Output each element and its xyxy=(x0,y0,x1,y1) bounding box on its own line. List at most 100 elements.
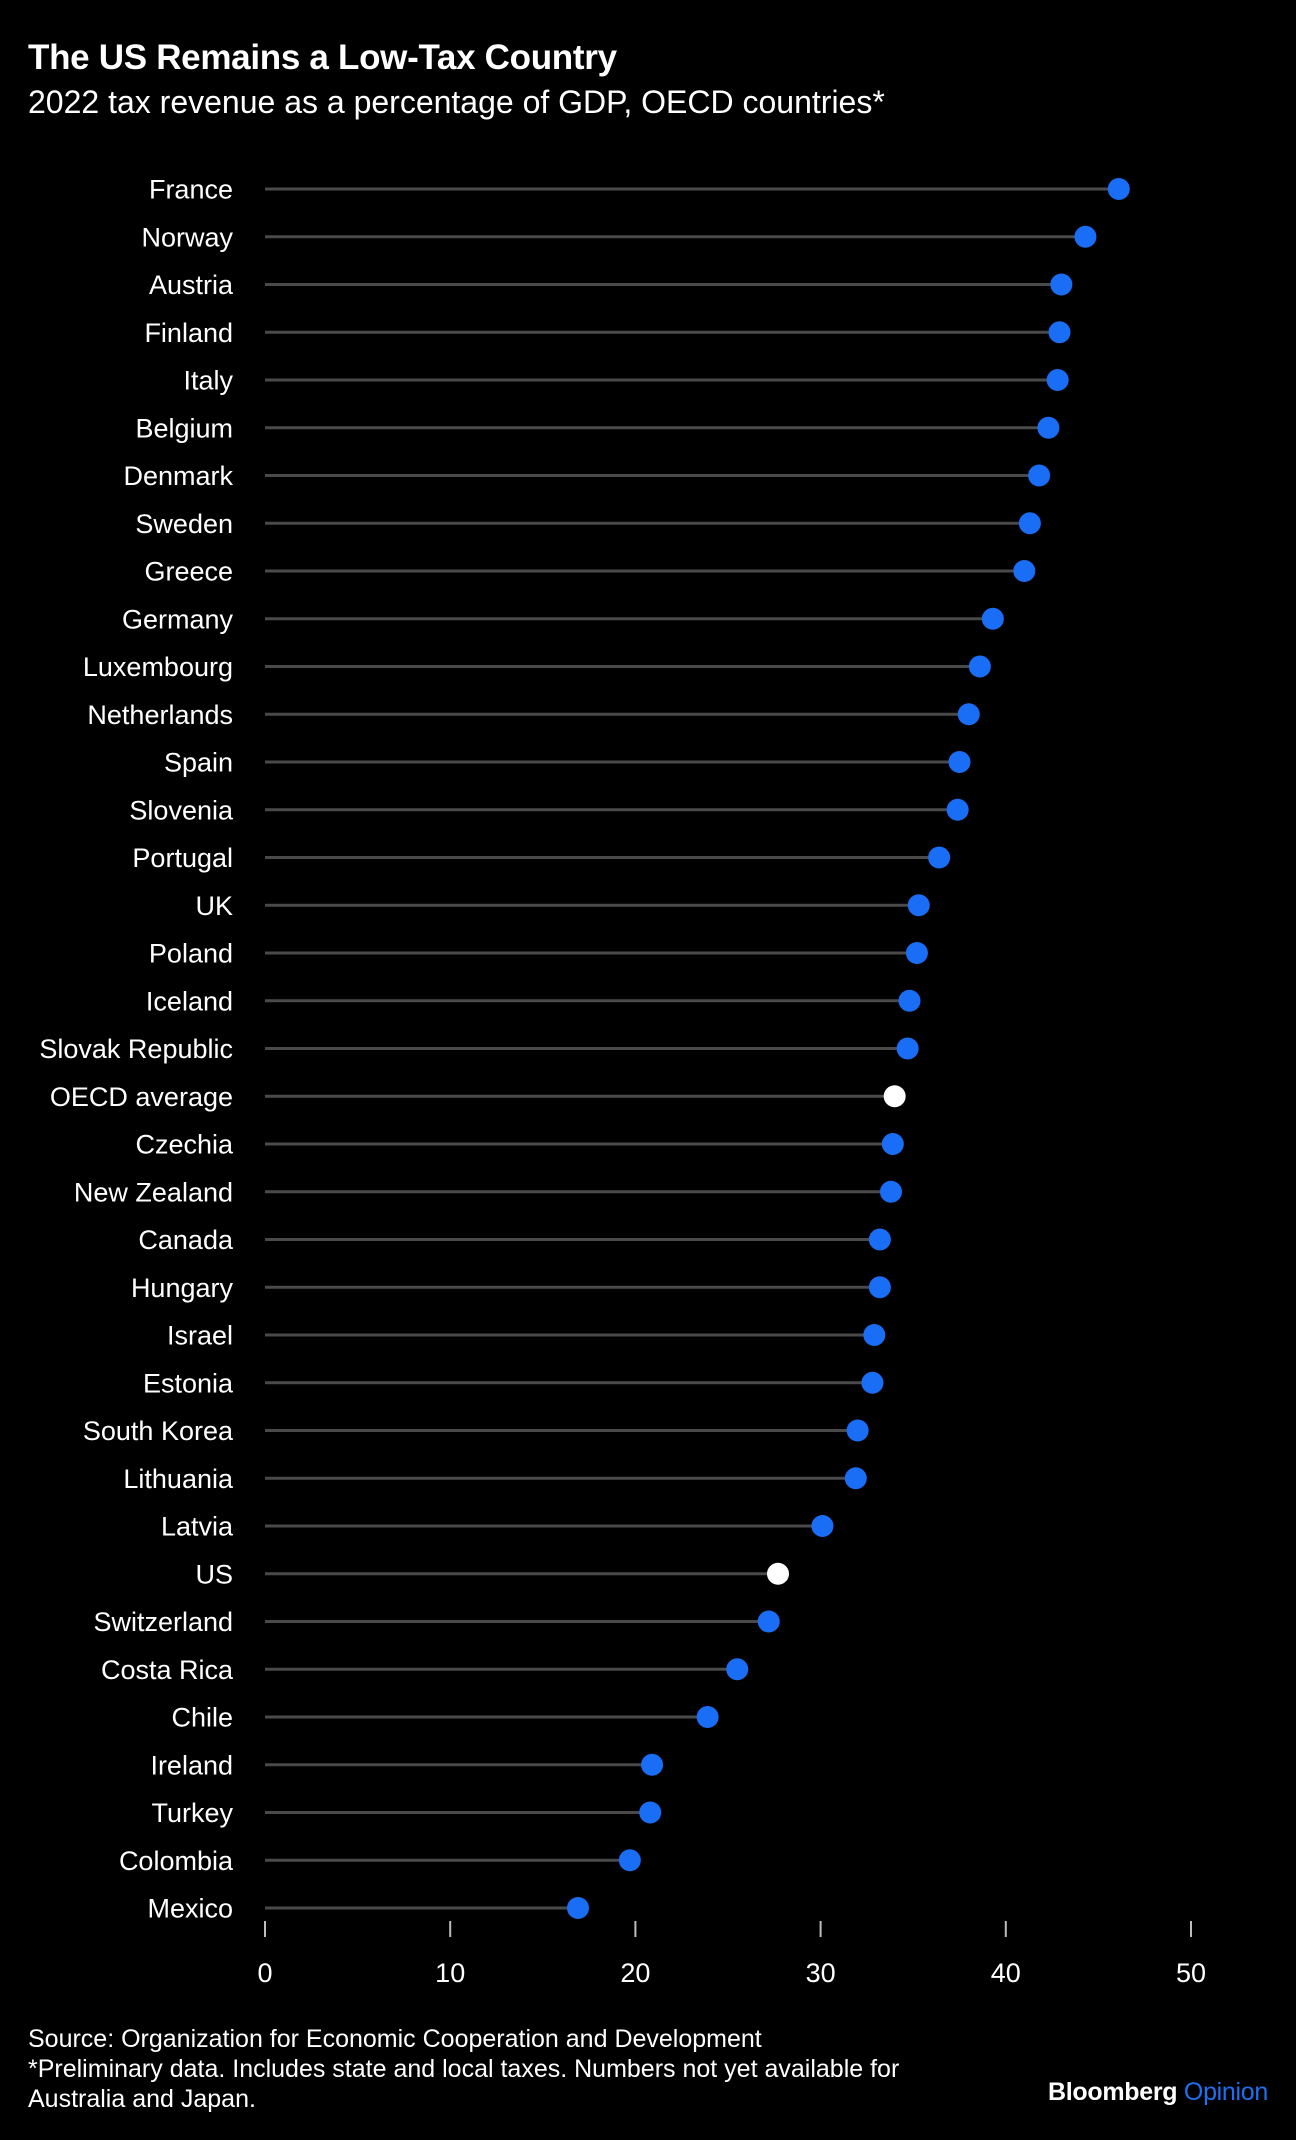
row-poland: Poland xyxy=(149,939,928,969)
x-tick-label: 50 xyxy=(1176,1958,1206,1988)
row-label: Italy xyxy=(183,366,233,396)
data-point xyxy=(1037,416,1060,439)
row-austria: Austria xyxy=(149,270,1073,300)
row-canada: Canada xyxy=(138,1225,891,1255)
row-label: Denmark xyxy=(123,461,233,491)
row-label: Israel xyxy=(167,1321,233,1351)
row-label: UK xyxy=(195,891,233,921)
row-label: Greece xyxy=(144,557,233,587)
row-label: Mexico xyxy=(147,1894,233,1924)
data-point xyxy=(898,989,921,1012)
data-point xyxy=(896,1037,919,1060)
x-tick-label: 10 xyxy=(435,1958,465,1988)
row-label: Costa Rica xyxy=(101,1655,234,1685)
row-label: Austria xyxy=(149,270,234,300)
row-label: Germany xyxy=(122,604,234,634)
data-point xyxy=(957,703,980,726)
row-latvia: Latvia xyxy=(161,1512,834,1542)
data-point xyxy=(907,894,930,917)
row-luxembourg: Luxembourg xyxy=(83,652,991,682)
data-point xyxy=(641,1753,664,1776)
data-point xyxy=(566,1897,589,1919)
row-greece: Greece xyxy=(144,557,1036,587)
data-point xyxy=(1018,512,1041,535)
row-costa-rica: Costa Rica xyxy=(101,1655,749,1685)
data-point xyxy=(928,846,951,869)
data-point xyxy=(639,1801,662,1824)
row-label: France xyxy=(149,175,233,205)
x-tick-label: 30 xyxy=(806,1958,836,1988)
row-colombia: Colombia xyxy=(119,1846,641,1876)
row-label: Belgium xyxy=(135,413,233,443)
row-iceland: Iceland xyxy=(146,986,921,1016)
data-point xyxy=(1048,321,1071,344)
row-new-zealand: New Zealand xyxy=(74,1177,902,1207)
row-oecd-average: OECD average xyxy=(50,1082,906,1112)
data-point xyxy=(844,1467,867,1490)
data-point xyxy=(863,1324,886,1346)
row-label: Colombia xyxy=(119,1846,234,1876)
row-ireland: Ireland xyxy=(150,1750,664,1780)
row-netherlands: Netherlands xyxy=(87,700,980,730)
row-israel: Israel xyxy=(167,1321,886,1351)
highlight-point xyxy=(883,1085,906,1108)
row-label: Sweden xyxy=(135,509,233,539)
row-label: Luxembourg xyxy=(83,652,233,682)
data-point xyxy=(861,1371,884,1394)
row-south-korea: South Korea xyxy=(83,1416,869,1446)
data-point xyxy=(968,655,991,678)
data-point xyxy=(811,1515,834,1537)
data-point xyxy=(1028,464,1051,487)
highlight-point xyxy=(767,1562,790,1585)
row-label: Estonia xyxy=(143,1368,234,1398)
brand-name: Bloomberg xyxy=(1048,2078,1178,2106)
x-tick-label: 40 xyxy=(991,1958,1021,1988)
row-chile: Chile xyxy=(171,1703,719,1733)
row-label: Canada xyxy=(138,1225,234,1255)
row-germany: Germany xyxy=(122,604,1004,634)
x-tick-label: 20 xyxy=(620,1958,650,1988)
row-estonia: Estonia xyxy=(143,1368,884,1398)
row-uk: UK xyxy=(195,891,930,921)
data-point xyxy=(868,1276,891,1299)
bloomberg-opinion-logo: Bloomberg Opinion xyxy=(1048,2078,1268,2107)
row-france: France xyxy=(149,175,1130,205)
row-label: Iceland xyxy=(146,986,233,1016)
row-label: Slovak Republic xyxy=(39,1034,233,1064)
row-label: US xyxy=(195,1559,233,1589)
row-label: Czechia xyxy=(135,1130,234,1160)
row-label: South Korea xyxy=(83,1416,234,1446)
x-tick-label: 0 xyxy=(257,1958,272,1988)
x-axis: 0 10 20 30 40 50 xyxy=(257,1921,1206,1988)
row-slovenia: Slovenia xyxy=(129,795,969,825)
data-point xyxy=(1050,273,1073,296)
row-label: Ireland xyxy=(150,1750,233,1780)
data-point xyxy=(1107,178,1130,200)
lollipop-chart: France Norway Austria Finland Italy Belgium De… xyxy=(39,175,1206,1989)
data-point xyxy=(618,1849,641,1872)
data-point xyxy=(868,1228,891,1251)
row-switzerland: Switzerland xyxy=(93,1607,780,1637)
row-label: Turkey xyxy=(151,1798,233,1828)
row-label: Latvia xyxy=(161,1512,234,1542)
chart-title: The US Remains a Low-Tax Country xyxy=(28,38,617,77)
row-italy: Italy xyxy=(183,366,1069,396)
row-slovak-republic: Slovak Republic xyxy=(39,1034,919,1064)
data-point xyxy=(981,607,1004,630)
data-point xyxy=(946,798,969,821)
row-label: Hungary xyxy=(131,1273,234,1303)
row-turkey: Turkey xyxy=(151,1798,662,1828)
data-point xyxy=(881,1133,904,1155)
row-norway: Norway xyxy=(141,222,1097,252)
row-hungary: Hungary xyxy=(131,1273,891,1303)
row-label: Poland xyxy=(149,939,233,969)
preliminary-note-line-1: *Preliminary data. Includes state and lo… xyxy=(28,2055,900,2083)
row-label: Netherlands xyxy=(87,700,233,730)
row-us: US xyxy=(195,1559,790,1589)
row-label: Spain xyxy=(164,748,233,778)
row-lithuania: Lithuania xyxy=(123,1464,867,1494)
row-label: Switzerland xyxy=(93,1607,233,1637)
row-mexico: Mexico xyxy=(147,1894,589,1924)
row-czechia: Czechia xyxy=(135,1130,904,1160)
data-point xyxy=(1074,225,1097,248)
